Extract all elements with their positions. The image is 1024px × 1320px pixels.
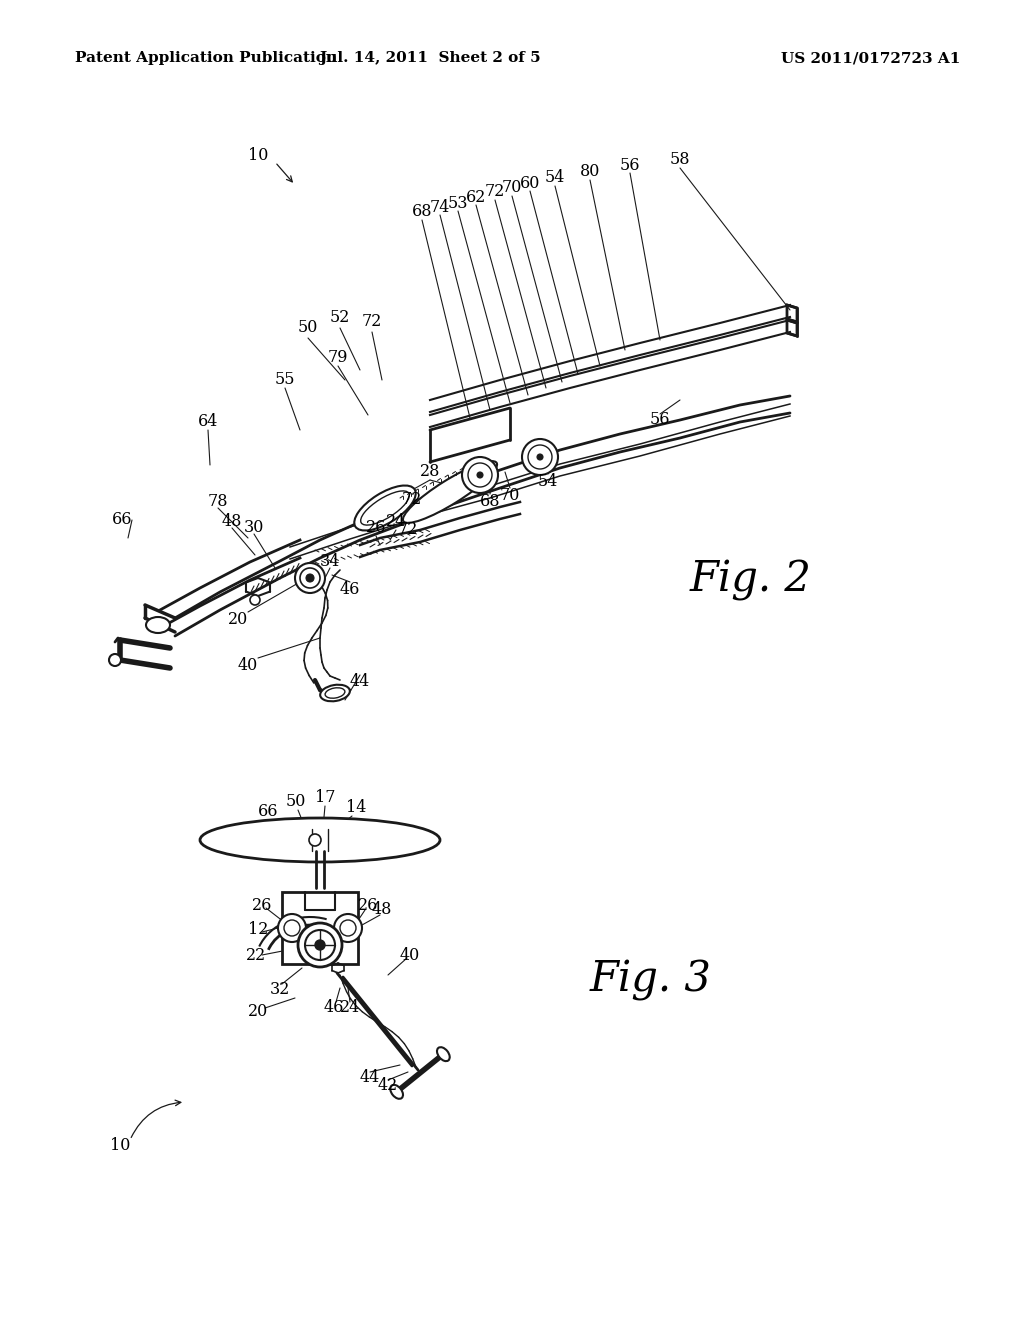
Text: 74: 74 xyxy=(430,198,451,215)
Circle shape xyxy=(295,564,325,593)
Circle shape xyxy=(477,473,483,478)
Text: 42: 42 xyxy=(378,1077,398,1094)
Text: 24: 24 xyxy=(386,513,407,531)
Text: 66: 66 xyxy=(258,804,279,821)
Text: 72: 72 xyxy=(361,314,382,330)
Circle shape xyxy=(334,913,362,942)
Ellipse shape xyxy=(402,461,497,523)
Ellipse shape xyxy=(200,818,440,862)
Text: 22: 22 xyxy=(246,946,266,964)
Text: 20: 20 xyxy=(228,611,248,628)
Text: 24: 24 xyxy=(340,999,360,1016)
Circle shape xyxy=(306,574,314,582)
Text: 54: 54 xyxy=(538,474,558,491)
Text: 26: 26 xyxy=(357,896,378,913)
Text: 48: 48 xyxy=(372,902,392,919)
Text: 17: 17 xyxy=(314,789,335,807)
Text: 26: 26 xyxy=(252,896,272,913)
Text: 48: 48 xyxy=(222,513,243,531)
Text: 68: 68 xyxy=(412,203,432,220)
Text: 50: 50 xyxy=(286,793,306,810)
Text: 53: 53 xyxy=(447,194,468,211)
Text: 70: 70 xyxy=(502,180,522,197)
Text: Fig. 3: Fig. 3 xyxy=(590,960,712,1001)
Text: 64: 64 xyxy=(198,413,218,430)
Circle shape xyxy=(537,454,543,459)
Circle shape xyxy=(309,834,321,846)
Text: 46: 46 xyxy=(324,999,344,1016)
Text: US 2011/0172723 A1: US 2011/0172723 A1 xyxy=(780,51,961,65)
Text: 56: 56 xyxy=(620,157,640,173)
Text: 28: 28 xyxy=(420,463,440,480)
Text: 12: 12 xyxy=(248,921,268,939)
FancyBboxPatch shape xyxy=(282,892,358,964)
Text: 14: 14 xyxy=(346,800,367,817)
Text: 40: 40 xyxy=(400,946,420,964)
Circle shape xyxy=(315,940,325,950)
Circle shape xyxy=(522,440,558,475)
Text: 68: 68 xyxy=(480,494,501,511)
Text: 32: 32 xyxy=(269,982,290,998)
Text: 20: 20 xyxy=(248,1003,268,1020)
Text: 46: 46 xyxy=(340,582,360,598)
Text: 72: 72 xyxy=(401,491,422,508)
Text: 80: 80 xyxy=(580,164,600,181)
Text: 55: 55 xyxy=(274,371,295,388)
Text: 60: 60 xyxy=(520,174,541,191)
Polygon shape xyxy=(787,305,797,322)
Circle shape xyxy=(109,653,121,667)
Text: 66: 66 xyxy=(112,511,132,528)
Text: 70: 70 xyxy=(500,487,520,504)
Circle shape xyxy=(462,457,498,492)
Text: 54: 54 xyxy=(545,169,565,186)
Text: 62: 62 xyxy=(466,189,486,206)
Text: 40: 40 xyxy=(238,657,258,675)
Ellipse shape xyxy=(321,685,350,701)
Text: 44: 44 xyxy=(350,673,370,690)
Text: 79: 79 xyxy=(328,350,348,367)
Text: 44: 44 xyxy=(359,1069,380,1086)
Text: 58: 58 xyxy=(670,152,690,169)
Text: 34: 34 xyxy=(319,553,340,570)
Circle shape xyxy=(298,923,342,968)
Circle shape xyxy=(278,913,306,942)
Text: Jul. 14, 2011  Sheet 2 of 5: Jul. 14, 2011 Sheet 2 of 5 xyxy=(319,51,541,65)
Text: 72: 72 xyxy=(397,521,418,539)
Text: 78: 78 xyxy=(208,494,228,511)
Text: 72: 72 xyxy=(484,183,505,201)
Text: 26: 26 xyxy=(366,520,386,536)
Text: 56: 56 xyxy=(650,412,671,429)
Text: Patent Application Publication: Patent Application Publication xyxy=(75,51,337,65)
Text: 50: 50 xyxy=(298,319,318,337)
Text: 10: 10 xyxy=(248,148,268,165)
Text: 52: 52 xyxy=(330,309,350,326)
Text: 10: 10 xyxy=(110,1137,130,1154)
Ellipse shape xyxy=(390,1085,403,1098)
Text: 30: 30 xyxy=(244,520,264,536)
Circle shape xyxy=(250,595,260,605)
Ellipse shape xyxy=(146,616,170,634)
Polygon shape xyxy=(787,319,797,337)
Text: Fig. 2: Fig. 2 xyxy=(690,558,812,601)
Ellipse shape xyxy=(354,486,416,531)
Ellipse shape xyxy=(437,1047,450,1061)
